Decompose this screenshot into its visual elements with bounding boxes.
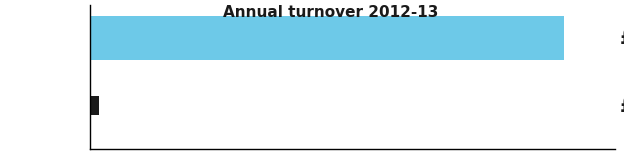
Text: £271m: £271m <box>620 28 624 48</box>
Text: Annual turnover 2012-13: Annual turnover 2012-13 <box>223 5 439 20</box>
Bar <box>90 96 99 115</box>
Text: £5.1m: £5.1m <box>620 96 624 116</box>
Bar <box>90 16 564 60</box>
